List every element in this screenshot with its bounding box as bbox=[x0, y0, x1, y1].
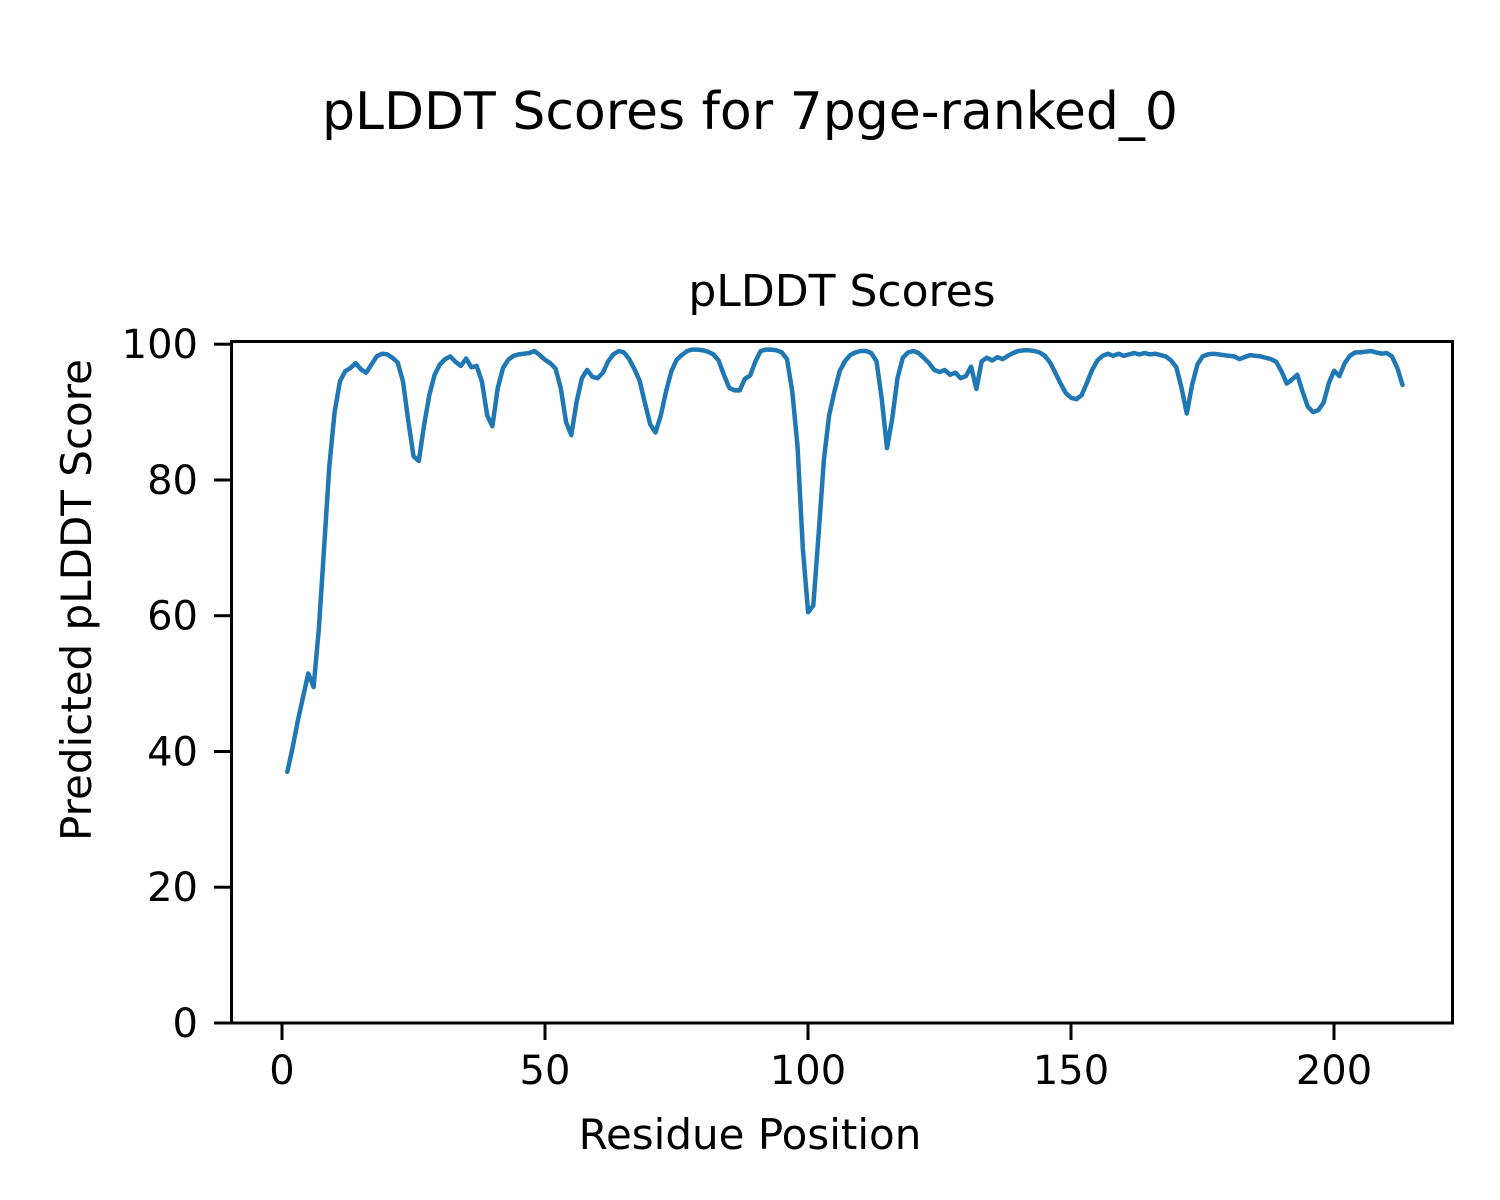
plddt-line bbox=[285, 347, 1405, 775]
y-tick-label-20: 20 bbox=[147, 865, 198, 911]
y-tick-label-60: 60 bbox=[147, 594, 198, 640]
y-tick-label-40: 40 bbox=[147, 730, 198, 776]
x-tick-label-50: 50 bbox=[520, 1048, 571, 1094]
x-tick-label-200: 200 bbox=[1296, 1048, 1372, 1094]
x-tick-label-100: 100 bbox=[770, 1048, 846, 1094]
x-tick-label-150: 150 bbox=[1033, 1048, 1109, 1094]
x-axis-label: Residue Position bbox=[578, 1110, 922, 1159]
y-tick-label-0: 0 bbox=[173, 1001, 198, 1047]
x-tick-label-0: 0 bbox=[269, 1048, 294, 1094]
axes-title: pLDDT Scores bbox=[688, 266, 996, 317]
figure-title: pLDDT Scores for 7pge-ranked_0 bbox=[321, 82, 1179, 142]
axes-spines bbox=[230, 340, 1454, 1025]
y-tick-label-100: 100 bbox=[122, 322, 198, 368]
y-tick-label-80: 80 bbox=[147, 458, 198, 504]
y-axis-label: Predicted pLDDT Score bbox=[51, 359, 101, 841]
